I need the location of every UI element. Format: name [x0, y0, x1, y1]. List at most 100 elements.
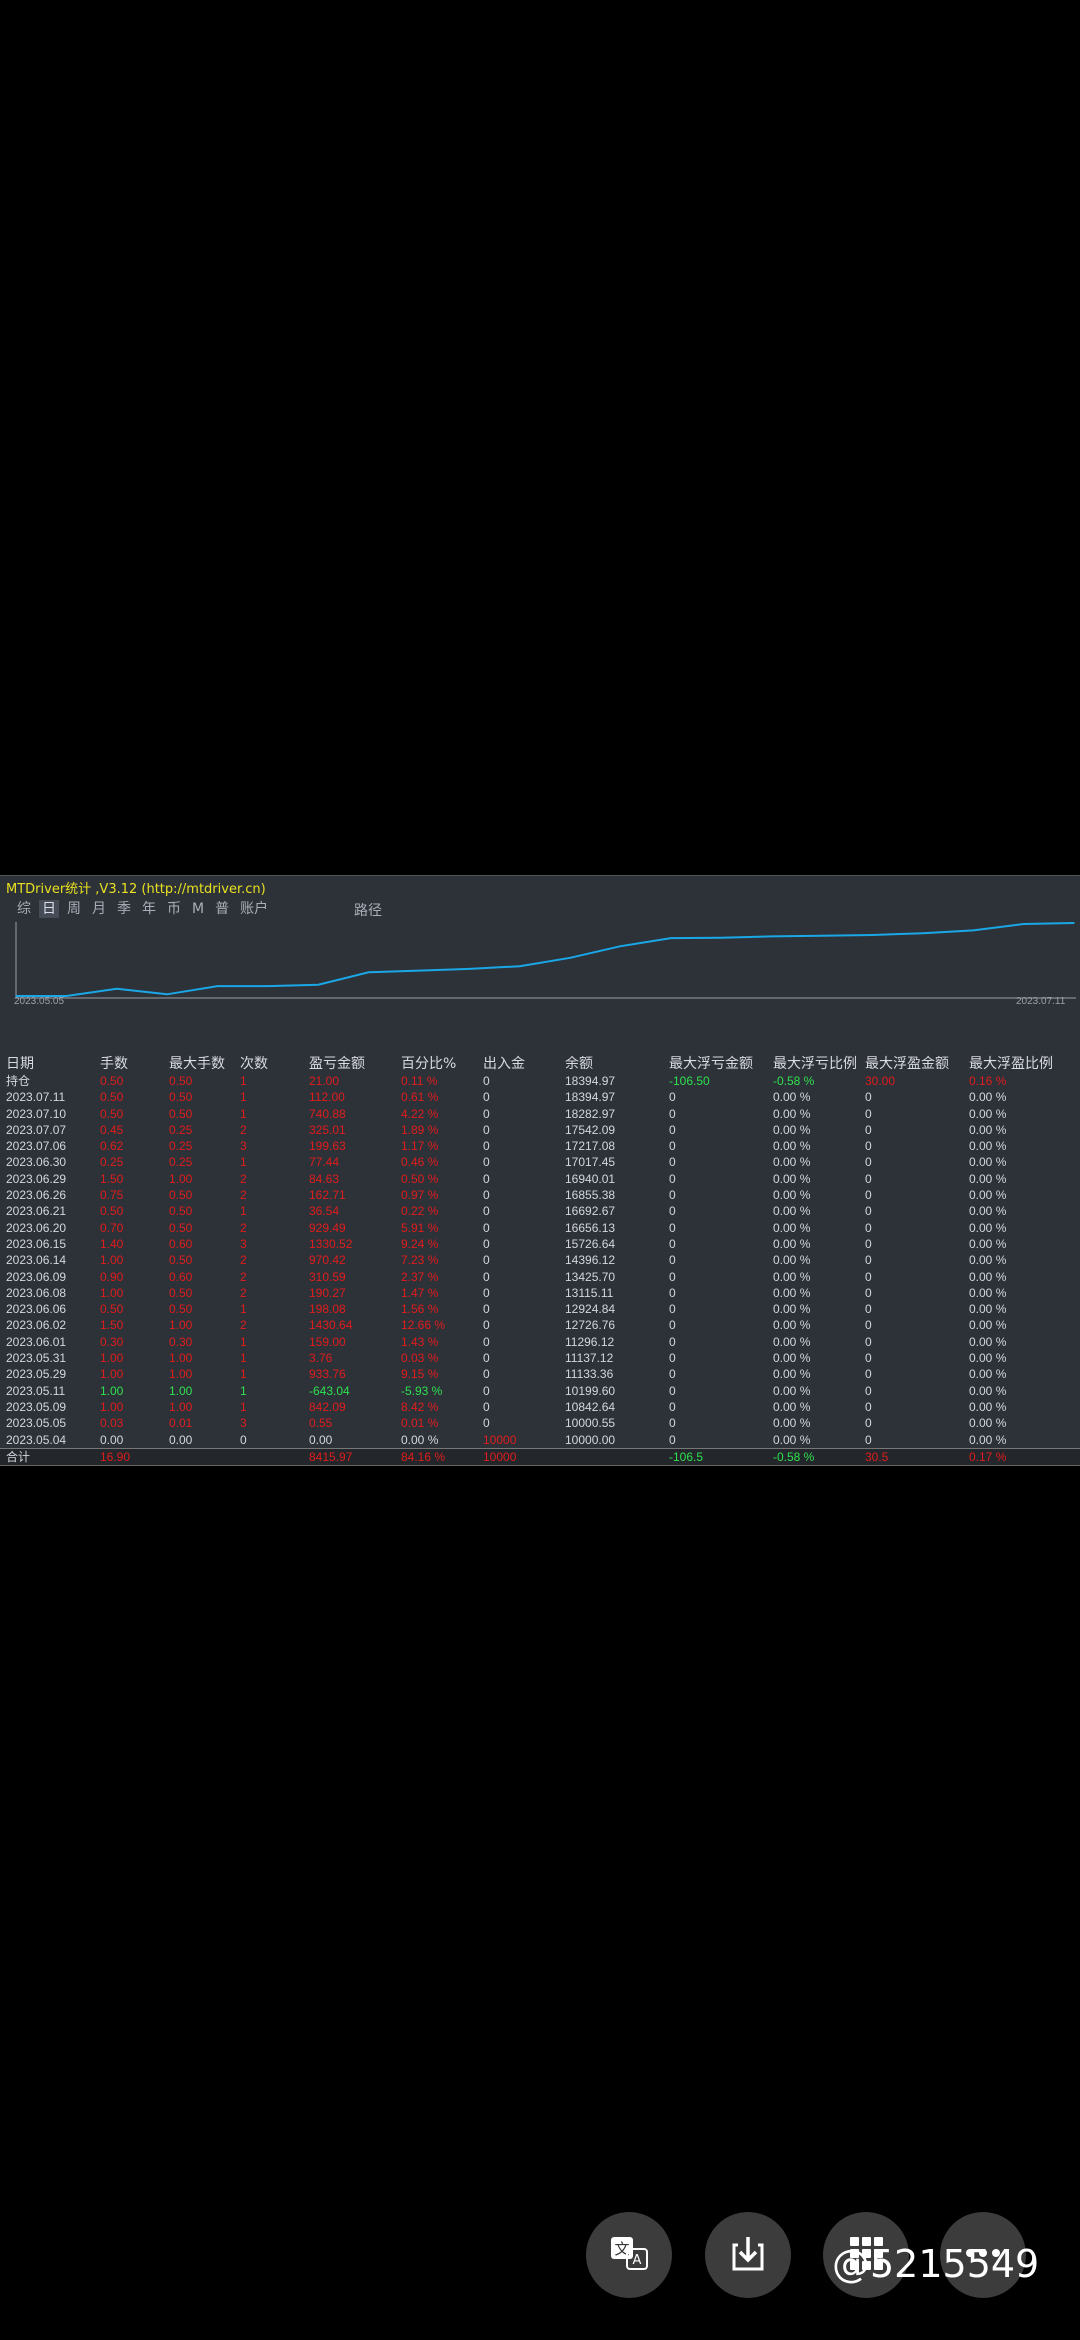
cell-9: 0.00 % — [773, 1155, 811, 1170]
table-row[interactable]: 2023.06.01 0.30 0.30 1 159.00 1.43 % 0 11296.12… — [0, 1334, 1080, 1350]
cell-11: 0.00 % — [969, 1432, 1007, 1447]
tab-9[interactable]: 账户 — [240, 901, 269, 917]
cell-5: 1.56 % — [401, 1302, 439, 1317]
cell-10: 0 — [865, 1188, 872, 1203]
cell-4: 162.71 — [309, 1188, 346, 1203]
table-row[interactable]: 2023.07.06 0.62 0.25 3 199.63 1.17 % 0 17217.08… — [0, 1138, 1080, 1154]
table-row[interactable]: 2023.07.10 0.50 0.50 1 740.88 4.22 % 0 18282.97… — [0, 1106, 1080, 1122]
cell-0: 2023.06.21 — [6, 1204, 67, 1219]
cell-1: 1.00 — [100, 1367, 124, 1382]
cell-7: 16656.13 — [565, 1220, 616, 1235]
svg-text:文: 文 — [614, 2240, 629, 2258]
apps-grid-button[interactable] — [823, 2212, 909, 2298]
cell-3: 2 — [240, 1318, 247, 1333]
cell-1: 1.50 — [100, 1171, 124, 1186]
cell-5: 2.37 % — [401, 1269, 439, 1284]
cell-11: 0.00 % — [969, 1383, 1007, 1398]
total-row[interactable]: 合计 16.90 8415.97 84.16 % 10000 -106.5 -0.58 % 3… — [0, 1447, 1080, 1467]
open-positions-row[interactable]: 持仓 0.50 0.50 1 21.00 0.11 % 0 18394.97 -106.50 -0… — [0, 1073, 1080, 1089]
cell-0: 2023.07.11 — [6, 1090, 66, 1105]
tab-7[interactable]: M — [192, 901, 205, 917]
table-row[interactable]: 2023.06.30 0.25 0.25 1 77.44 0.46 % 0 17017.45 0… — [0, 1154, 1080, 1170]
cell-2: 1.00 — [169, 1383, 193, 1398]
cell-1: 0.90 — [100, 1269, 124, 1284]
cell-1: 0.70 — [100, 1220, 124, 1235]
cell-3: 2 — [240, 1171, 247, 1186]
table-header[interactable]: 日期 手数 最大手数 次数 盈亏金额 百分比% 出入金 余额 最大浮亏金额 最大浮亏比例 最大浮盈金… — [0, 1055, 1080, 1073]
cell-7: 14396.12 — [565, 1253, 616, 1268]
cell-3: 1 — [240, 1090, 247, 1105]
cell-6: 0 — [483, 1236, 490, 1251]
table-row[interactable]: 2023.05.05 0.03 0.01 3 0.55 0.01 % 0 10000.55 0 0… — [0, 1415, 1080, 1431]
cell-11: 0.00 % — [969, 1204, 1007, 1219]
tab-4[interactable]: 季 — [117, 901, 131, 917]
cell-11: 0.17 % — [969, 1449, 1007, 1464]
cell-5: 百分比% — [401, 1056, 457, 1072]
equity-point-2023.06.08 — [468, 968, 471, 970]
cell-2: 0.50 — [169, 1253, 193, 1268]
tab-1[interactable]: 日 — [39, 900, 59, 918]
cell-9: -0.58 % — [773, 1074, 815, 1088]
table-row[interactable]: 2023.06.20 0.70 0.50 2 929.49 5.91 % 0 16656.13… — [0, 1220, 1080, 1236]
equity-point-2023.06.15 — [619, 945, 622, 948]
table-row[interactable]: 2023.06.26 0.75 0.50 2 162.71 0.97 % 0 16855.38… — [0, 1187, 1080, 1203]
tab-5[interactable]: 年 — [142, 901, 156, 917]
cell-10: 0 — [865, 1285, 872, 1300]
table-row[interactable]: 2023.05.04 0.00 0.00 0 0.00 0.00 % 10000 10000.… — [0, 1432, 1080, 1448]
table-row[interactable]: 2023.06.14 1.00 0.50 2 970.42 7.23 % 0 14396.12… — [0, 1252, 1080, 1268]
cell-5: 1.47 % — [401, 1285, 439, 1300]
equity-point-2023.05.09 — [115, 987, 118, 990]
tab-0[interactable]: 综 — [17, 901, 31, 917]
cell-1: 0.50 — [100, 1302, 124, 1317]
cell-11: 0.00 % — [969, 1122, 1007, 1137]
cell-2: 1.00 — [169, 1171, 193, 1186]
cell-8: 0 — [669, 1399, 676, 1414]
table-row[interactable]: 2023.06.08 1.00 0.50 2 190.27 1.47 % 0 13115.11… — [0, 1285, 1080, 1301]
cell-0: 2023.05.09 — [6, 1399, 67, 1414]
cell-2: 0.25 — [169, 1155, 193, 1170]
cell-6: 0 — [483, 1253, 490, 1268]
table-row[interactable]: 2023.06.15 1.40 0.60 3 1330.52 9.24 % 0 15726.6… — [0, 1236, 1080, 1252]
cell-9: 0.00 % — [773, 1171, 811, 1186]
cell-3: 1 — [240, 1367, 247, 1382]
table-row[interactable]: 2023.06.02 1.50 1.00 2 1430.64 12.66 % 0 12726.… — [0, 1317, 1080, 1333]
cell-5: 5.91 % — [401, 1220, 439, 1235]
cell-7: 10842.64 — [565, 1399, 616, 1414]
cell-9: 0.00 % — [773, 1236, 811, 1251]
path-label[interactable]: 路径 — [354, 903, 382, 919]
download-button[interactable] — [705, 2212, 791, 2298]
cell-1: 0.75 — [100, 1188, 124, 1203]
cell-2: 1.00 — [169, 1367, 193, 1382]
cell-5: 9.15 % — [401, 1367, 439, 1382]
table-row[interactable]: 2023.05.31 1.00 1.00 1 3.76 0.03 % 0 11137.12 0 0… — [0, 1350, 1080, 1366]
cell-4: 310.59 — [309, 1269, 346, 1284]
table-row[interactable]: 2023.05.11 1.00 1.00 1 -643.04 -5.93 % 0 10199.… — [0, 1383, 1080, 1399]
table-row[interactable]: 2023.05.09 1.00 1.00 1 842.09 8.42 % 0 10842.64… — [0, 1399, 1080, 1415]
table-row[interactable]: 2023.07.11 0.50 0.50 1 112.00 0.61 % 0 18394.97… — [0, 1089, 1080, 1105]
tab-3[interactable]: 月 — [92, 901, 106, 917]
tab-6[interactable]: 币 — [167, 901, 181, 917]
cell-7: 16692.67 — [565, 1204, 616, 1219]
tab-8[interactable]: 普 — [215, 901, 230, 917]
table-row[interactable]: 2023.06.21 0.50 0.50 1 36.54 0.22 % 0 16692.67 0… — [0, 1203, 1080, 1219]
table-row[interactable]: 2023.06.09 0.90 0.60 2 310.59 2.37 % 0 13425.70… — [0, 1269, 1080, 1285]
table-row[interactable]: 2023.06.06 0.50 0.50 1 198.08 1.56 % 0 12924.84… — [0, 1301, 1080, 1317]
cell-5: 0.01 % — [401, 1416, 439, 1431]
cell-4: 842.09 — [309, 1399, 346, 1414]
cell-8: 最大浮亏金额 — [669, 1056, 753, 1072]
table-row[interactable]: 2023.05.29 1.00 1.00 1 933.76 9.15 % 0 11133.36… — [0, 1366, 1080, 1382]
cell-9: 0.00 % — [773, 1351, 811, 1366]
cell-10: 0 — [865, 1302, 872, 1317]
cell-0: 2023.06.06 — [6, 1302, 67, 1317]
equity-line — [16, 922, 1075, 997]
cell-4: -643.04 — [309, 1383, 350, 1398]
table-row[interactable]: 2023.07.07 0.45 0.25 2 325.01 1.89 % 0 17542.09… — [0, 1122, 1080, 1138]
cell-9: 0.00 % — [773, 1367, 811, 1382]
tab-2[interactable]: 周 — [67, 901, 81, 917]
cell-11: 0.00 % — [969, 1106, 1007, 1121]
more-button[interactable] — [940, 2212, 1026, 2298]
equity-point-2023.07.06 — [922, 932, 924, 935]
cell-4: 740.88 — [309, 1106, 346, 1121]
table-row[interactable]: 2023.06.29 1.50 1.00 2 84.63 0.50 % 0 16940.01 0… — [0, 1171, 1080, 1187]
